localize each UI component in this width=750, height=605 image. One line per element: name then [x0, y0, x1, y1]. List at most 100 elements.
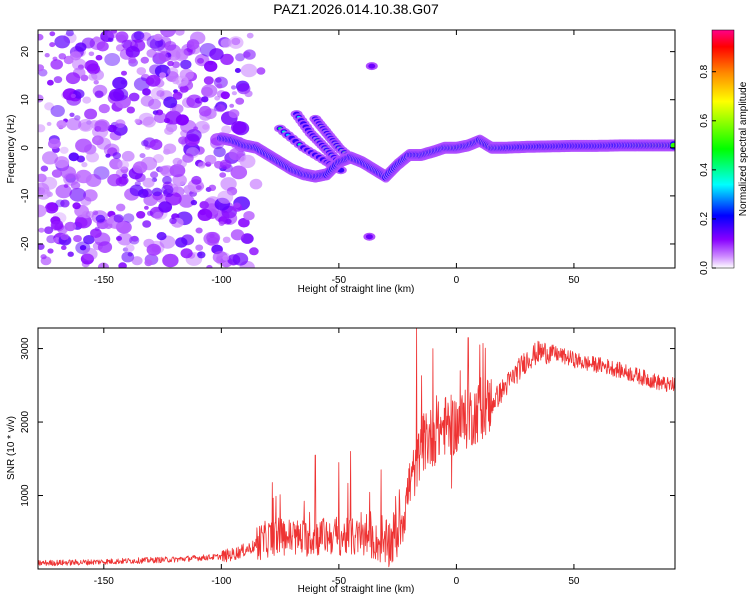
noise-blob [175, 48, 189, 60]
noise-blob [82, 247, 98, 261]
noise-blob [81, 162, 88, 168]
noise-blob [112, 152, 122, 160]
noise-blob [197, 57, 204, 64]
noise-blob [84, 108, 98, 120]
noise-blob [232, 252, 249, 266]
noise-blob [186, 129, 202, 142]
noise-blob [172, 157, 182, 166]
noise-blob [231, 85, 237, 90]
noise-blob [195, 227, 203, 234]
colorbar-label: Normalized spectral amplitude [738, 81, 749, 216]
noise-blob [78, 119, 94, 132]
noise-blob [49, 42, 56, 48]
noise-blob [148, 98, 162, 110]
noise-blob [150, 87, 166, 100]
x-tick-label: -150 [94, 576, 114, 587]
noise-blob [38, 204, 47, 218]
noise-blob [88, 73, 98, 81]
noise-blob [139, 153, 146, 159]
x-tick-label: 50 [568, 275, 580, 286]
noise-blob [175, 30, 185, 36]
noise-blob [201, 84, 218, 98]
noise-blob [244, 90, 253, 98]
noise-blob [112, 76, 128, 90]
noise-blob [67, 251, 74, 257]
noise-blob [98, 103, 110, 114]
noise-blob [48, 138, 61, 149]
noise-blob [220, 53, 234, 65]
colorbar: 0.0 0.2 0.4 0.6 0.8 Normalized spectral ampl… [699, 29, 749, 275]
noise-blob [125, 46, 140, 58]
colorbar-gradient [711, 29, 735, 269]
noise-blob [190, 199, 198, 206]
noise-blob [38, 187, 46, 195]
snr-x-ticks: -150 -100 -50 0 50 [94, 328, 580, 587]
noise-blob [154, 64, 171, 78]
noise-blob [249, 247, 259, 256]
spectrogram-y-label: Frequency (Hz) [6, 115, 17, 184]
noise-blob [104, 53, 121, 66]
noise-blob [204, 154, 217, 165]
noise-blob [115, 220, 130, 233]
y-tick-label: 3000 [20, 337, 31, 360]
noise-blob [128, 92, 140, 102]
snr-y-label: SNR (10 * v/v) [6, 416, 17, 480]
isolated-blob [368, 63, 376, 69]
noise-blob [141, 140, 149, 147]
noise-blob [38, 33, 44, 41]
noise-blob [246, 32, 254, 39]
snr-x-label: Height of straight line (km) [298, 584, 415, 595]
noise-blob [68, 152, 80, 162]
noise-blob [60, 233, 69, 241]
noise-blob [85, 211, 95, 219]
noise-blob [239, 154, 256, 169]
noise-blob [160, 30, 176, 38]
noise-blob [54, 35, 70, 49]
colorbar-tick-label: 0.8 [699, 64, 710, 78]
noise-blob [46, 121, 52, 126]
spectrogram-y-ticks: -20 -10 0 10 20 [20, 46, 675, 251]
noise-blob [238, 217, 250, 228]
noise-blob [118, 262, 127, 268]
noise-blob [113, 214, 124, 223]
noise-blob [64, 221, 77, 232]
x-tick-label: -100 [211, 275, 231, 286]
colorbar-tick-label: 0.2 [699, 212, 710, 226]
noise-blob [180, 59, 192, 70]
noise-blob [142, 116, 156, 128]
noise-blob [172, 91, 183, 100]
noise-blob [215, 104, 226, 113]
x-tick-label: 0 [454, 275, 460, 286]
noise-blob [172, 61, 180, 69]
noise-blob [63, 172, 79, 186]
noise-blob [175, 75, 189, 87]
noise-blob [201, 96, 209, 103]
noise-blob [121, 39, 133, 49]
noise-blob [219, 159, 232, 170]
noise-blob [220, 38, 232, 48]
noise-blob [180, 248, 193, 259]
noise-blob [240, 233, 254, 244]
noise-blob [176, 114, 189, 126]
noise-blob [55, 184, 72, 199]
noise-blob [129, 235, 140, 245]
noise-blob [221, 125, 232, 134]
noise-blob [197, 162, 206, 169]
noise-blob [169, 217, 177, 224]
x-tick-label: -50 [332, 576, 347, 587]
noise-blob [131, 235, 139, 242]
noise-blob [69, 112, 75, 118]
noise-blob [154, 112, 167, 124]
spectrogram-frame [37, 29, 676, 269]
noise-blob [256, 67, 266, 75]
noise-blob [159, 72, 167, 78]
noise-blob [140, 56, 149, 64]
noise-blob [180, 129, 189, 137]
spectrogram-x-ticks: -150 -100 -50 0 50 [94, 30, 580, 286]
noise-blob [93, 36, 101, 43]
noise-blob [47, 248, 54, 254]
noise-blob [94, 136, 100, 141]
noise-blob [105, 153, 111, 158]
